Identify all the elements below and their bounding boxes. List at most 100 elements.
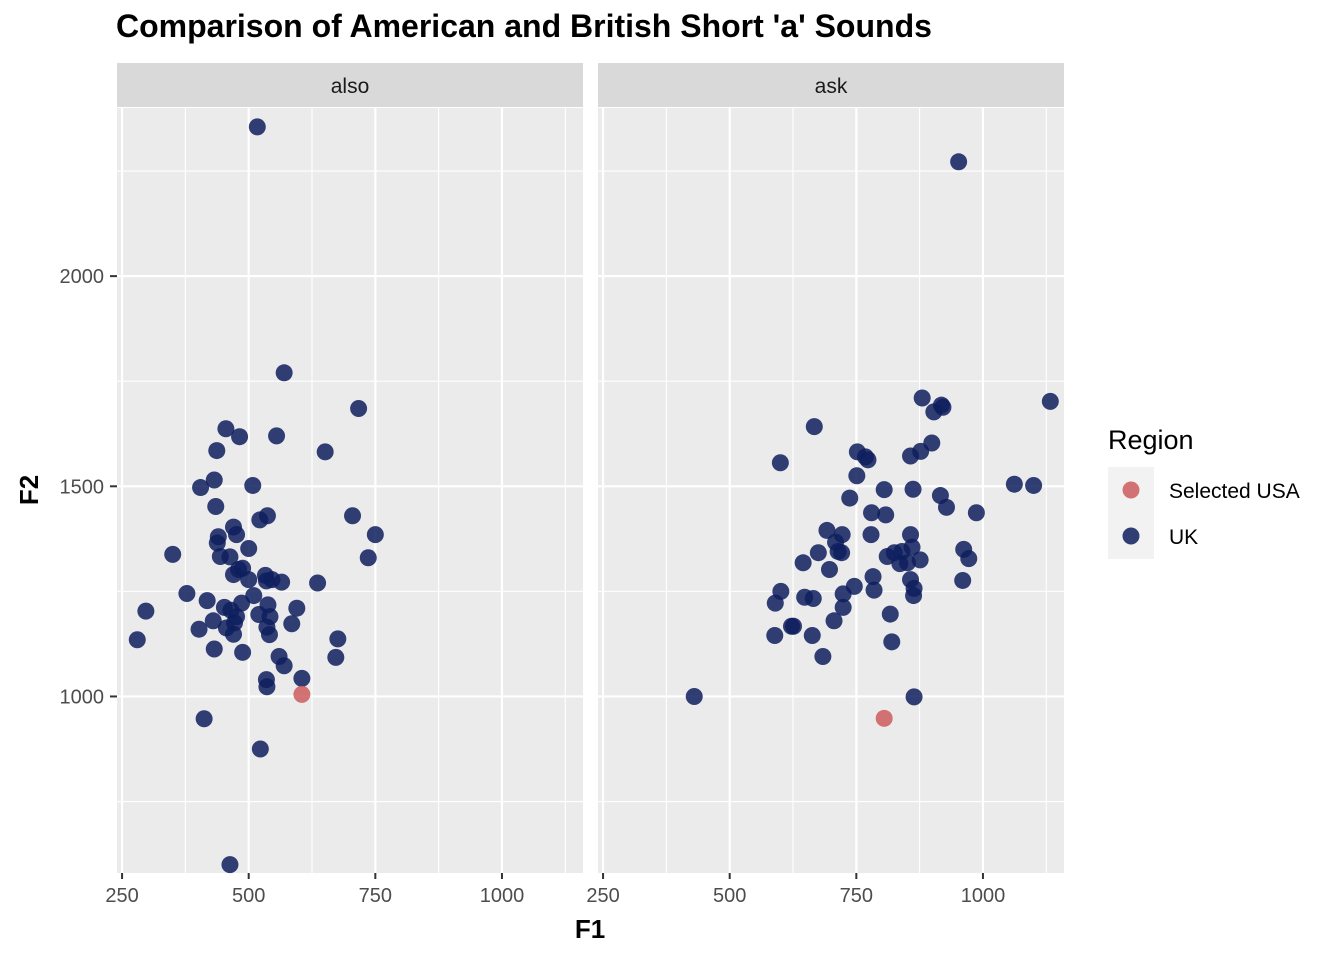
point-uk: [350, 400, 367, 417]
point-uk: [240, 571, 257, 588]
point-uk: [877, 506, 894, 523]
point-uk: [360, 549, 377, 566]
y-tick-label: 2000: [60, 266, 105, 288]
point-uk: [954, 572, 971, 589]
x-axis-also: 250 500 750 1000: [105, 873, 524, 907]
point-uk: [231, 428, 248, 445]
point-uk: [902, 448, 919, 465]
point-uk: [905, 587, 922, 604]
point-uk: [283, 615, 300, 632]
point-uk: [804, 627, 821, 644]
point-uk: [234, 644, 251, 661]
series-selected-usa-also: [293, 686, 310, 703]
point-uk: [258, 572, 275, 589]
point-uk: [1006, 476, 1023, 493]
point-uk: [938, 499, 955, 516]
point-uk: [129, 631, 146, 648]
point-uk: [914, 390, 931, 407]
point-uk: [208, 442, 225, 459]
x-tick-label: 250: [105, 885, 138, 907]
legend-title: Region: [1108, 425, 1194, 455]
point-uk: [309, 574, 326, 591]
point-uk: [276, 657, 293, 674]
legend-key-background: [1108, 467, 1154, 559]
point-uk: [244, 477, 261, 494]
x-tick-label: 500: [713, 885, 746, 907]
point-uk: [276, 364, 293, 381]
facet-ask: ask: [598, 63, 1064, 873]
point-uk: [905, 481, 922, 498]
series-selected-usa-ask: [876, 710, 893, 727]
panel-also-background: [117, 108, 583, 873]
x-tick-label: 750: [840, 885, 873, 907]
point-uk: [164, 546, 181, 563]
point-uk: [191, 621, 208, 638]
point-uk: [137, 603, 154, 620]
point-uk: [1042, 393, 1059, 410]
point-uk: [859, 451, 876, 468]
x-tick-label: 250: [586, 885, 619, 907]
y-axis-title: F2: [14, 475, 44, 505]
x-tick-label: 750: [359, 885, 392, 907]
point-uk: [288, 600, 305, 617]
point-uk: [196, 710, 213, 727]
point-uk: [883, 633, 900, 650]
point-uk: [207, 498, 224, 515]
point-uk: [968, 504, 985, 521]
point-uk: [882, 606, 899, 623]
point-uk: [199, 592, 216, 609]
point-uk: [766, 627, 783, 644]
point-uk: [206, 640, 223, 657]
point-uk: [225, 566, 242, 583]
point-uk: [950, 153, 967, 170]
point-uk: [192, 479, 209, 496]
point-selected-usa: [293, 686, 310, 703]
point-uk: [268, 427, 285, 444]
point-uk: [805, 590, 822, 607]
point-uk: [863, 526, 880, 543]
point-uk: [178, 585, 195, 602]
point-uk: [826, 612, 843, 629]
point-uk: [876, 481, 893, 498]
point-uk: [906, 688, 923, 705]
legend-key-uk: [1123, 528, 1140, 545]
point-uk: [249, 118, 266, 135]
point-uk: [767, 595, 784, 612]
point-uk: [221, 856, 238, 873]
legend-label-selected-usa: Selected USA: [1169, 480, 1300, 503]
strip-label-also: also: [331, 75, 370, 98]
y-tick-label: 1000: [60, 686, 105, 708]
point-uk: [795, 554, 812, 571]
legend-label-uk: UK: [1169, 526, 1198, 549]
point-uk: [833, 544, 850, 561]
point-uk: [327, 649, 344, 666]
point-uk: [899, 554, 916, 571]
facet-also: also: [117, 63, 583, 873]
point-uk: [228, 526, 245, 543]
point-uk: [251, 511, 268, 528]
x-axis-title: F1: [575, 914, 605, 944]
point-uk: [960, 550, 977, 567]
point-uk: [848, 467, 865, 484]
strip-label-ask: ask: [815, 75, 848, 98]
x-tick-label: 500: [232, 885, 265, 907]
x-axis-ask: 250 500 750 1000: [586, 873, 1005, 907]
facet-panels: also ask: [117, 63, 1064, 873]
point-uk: [225, 626, 242, 643]
point-uk: [806, 418, 823, 435]
point-uk: [317, 443, 334, 460]
point-uk: [821, 561, 838, 578]
point-uk: [1025, 477, 1042, 494]
point-uk: [293, 670, 310, 687]
point-selected-usa: [876, 710, 893, 727]
point-uk: [344, 507, 361, 524]
point-uk: [934, 399, 951, 416]
point-uk: [810, 544, 827, 561]
panel-ask-background: [598, 108, 1064, 873]
y-axis: 1000 1500 2000: [60, 266, 118, 708]
point-uk: [258, 678, 275, 695]
point-uk: [841, 490, 858, 507]
x-tick-label: 1000: [961, 885, 1006, 907]
point-uk: [273, 574, 290, 591]
